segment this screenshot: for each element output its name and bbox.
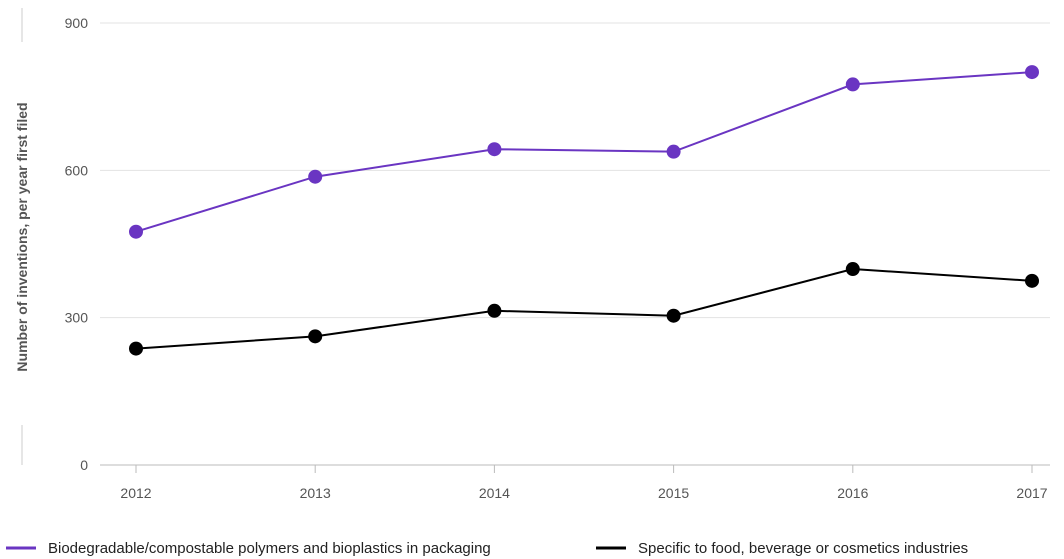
series-line — [135, 71, 1033, 233]
series-1 — [129, 65, 1039, 239]
legend: Biodegradable/compostable polymers and b… — [6, 540, 968, 557]
x-tick-label: 2014 — [479, 485, 510, 501]
x-tick-label: 2016 — [837, 485, 868, 501]
data-point — [666, 308, 681, 323]
data-point — [1025, 65, 1039, 80]
y-tick-label: 0 — [80, 457, 88, 473]
data-point — [308, 169, 323, 184]
y-tick-label: 600 — [65, 162, 89, 178]
y-tick-label: 300 — [65, 310, 89, 326]
y-axis-title: Number of inventions, per year first fil… — [14, 102, 30, 371]
y-tick-label: 900 — [65, 15, 89, 31]
legend-item: Biodegradable/compostable polymers and b… — [6, 540, 491, 557]
data-point — [666, 144, 681, 159]
x-axis: 2012 2013 2014 2015 2016 2017 — [120, 465, 1048, 501]
legend-item: Specific to food, beverage or cosmetics … — [596, 540, 968, 557]
gridlines — [100, 22, 1050, 466]
series-line — [135, 268, 1033, 350]
data-point — [845, 262, 860, 277]
data-point — [308, 329, 323, 344]
data-point — [129, 224, 143, 239]
data-point — [487, 142, 502, 157]
series-layer — [129, 65, 1039, 356]
x-tick-label: 2013 — [300, 485, 331, 501]
data-point — [129, 341, 143, 356]
data-point — [487, 303, 502, 318]
legend-label: Biodegradable/compostable polymers and b… — [48, 540, 491, 557]
x-tick-label: 2015 — [658, 485, 689, 501]
data-point — [845, 77, 860, 92]
x-tick-label: 2017 — [1016, 485, 1047, 501]
legend-label: Specific to food, beverage or cosmetics … — [638, 540, 968, 557]
data-point — [1025, 273, 1039, 288]
x-tick-label: 2012 — [120, 485, 151, 501]
y-axis: Number of inventions, per year first fil… — [14, 8, 88, 473]
series-2 — [129, 262, 1039, 356]
